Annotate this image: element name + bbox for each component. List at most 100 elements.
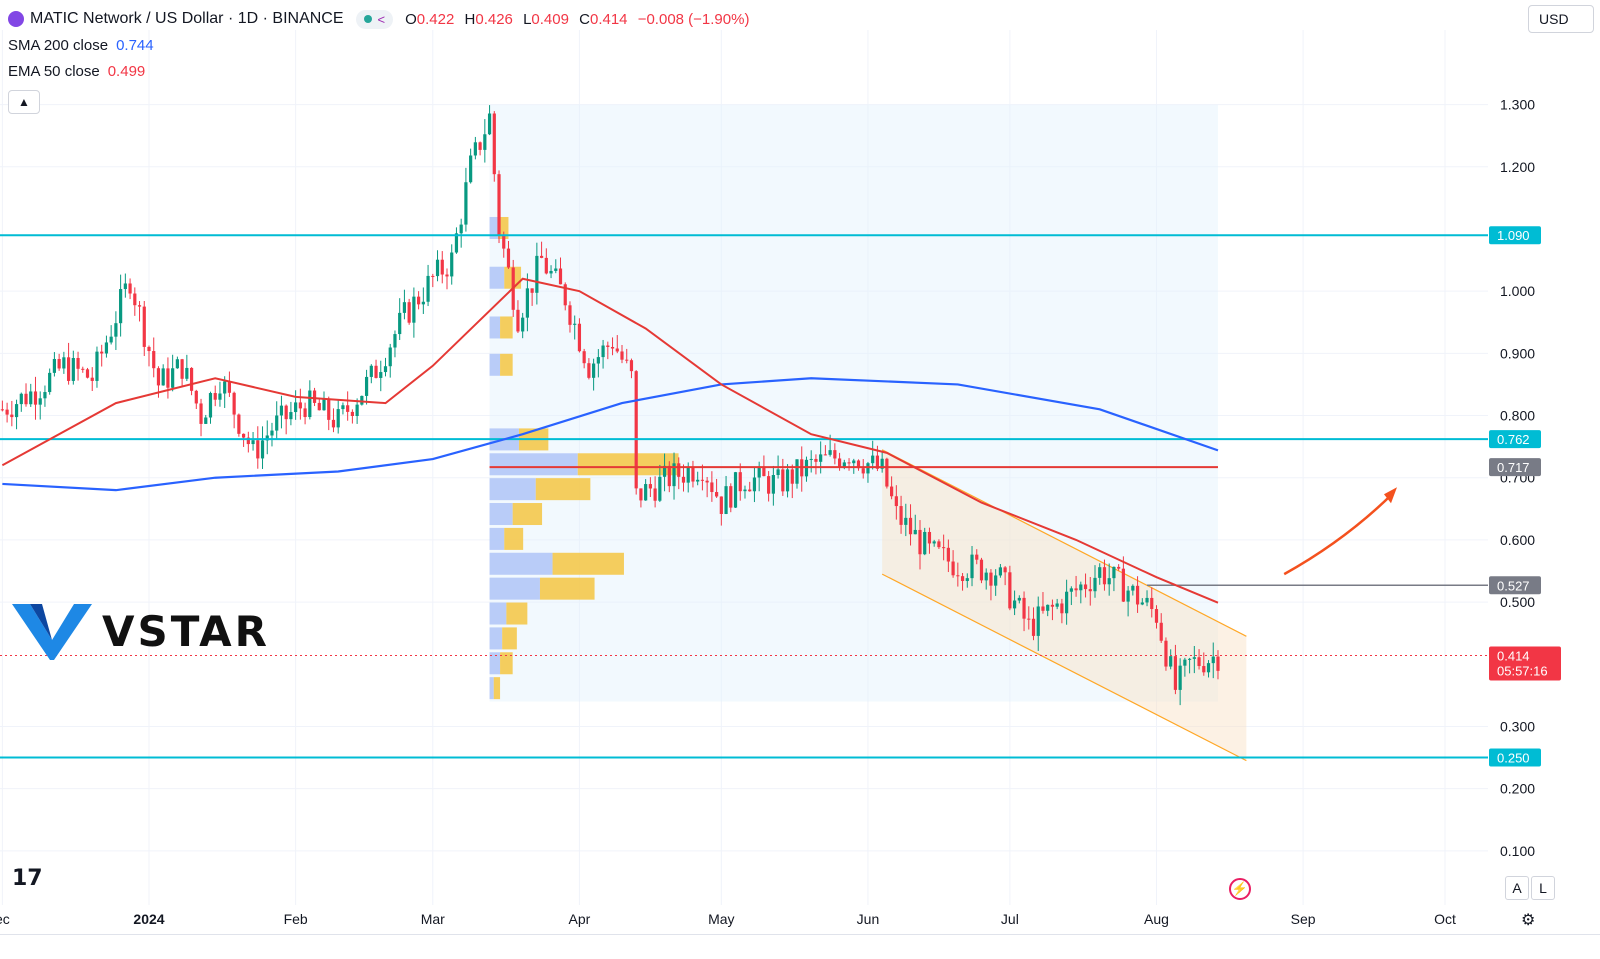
candle-body (350, 411, 354, 417)
candle-body (412, 296, 416, 323)
candle-body (587, 363, 591, 378)
level-label: 0.250 (1497, 751, 1530, 766)
candle-body (979, 559, 984, 581)
candle-body (1069, 588, 1073, 592)
candle-body (66, 357, 71, 381)
candle-body (899, 506, 903, 525)
candle-body (10, 414, 14, 418)
log-scale-button[interactable]: L (1531, 876, 1555, 900)
candle-body (890, 486, 894, 497)
symbol-row: MATIC Network / US Dollar · 1D · BINANCE… (8, 6, 749, 32)
candle-body (19, 393, 23, 405)
market-open-dot-icon (363, 15, 372, 23)
candle-body (199, 403, 203, 424)
candle-body (781, 469, 785, 492)
candle-body (809, 458, 813, 460)
candle-body (1126, 590, 1130, 602)
candle-body (62, 357, 66, 369)
candle-body (100, 351, 104, 354)
candle-body (71, 357, 75, 381)
market-status-pill[interactable]: < (355, 9, 394, 29)
currency-button[interactable]: USD (1528, 5, 1594, 33)
price-axis-label: 0.200 (1500, 781, 1535, 797)
candle-body (852, 460, 856, 464)
ema50-line (1, 277, 1219, 604)
candle-body (473, 142, 477, 156)
candle-body (620, 351, 624, 360)
collapse-legend-button[interactable]: ▲ (8, 90, 40, 114)
candle-body (388, 347, 392, 367)
candle-body (634, 371, 638, 489)
candle-body (601, 345, 605, 358)
candle-body (1088, 589, 1092, 592)
price-axis-label: 1.300 (1500, 97, 1535, 113)
candle-body (440, 259, 444, 275)
level-label: 0.762 (1497, 432, 1530, 447)
candle-body (393, 334, 397, 348)
candle-body (76, 357, 80, 369)
time-axis-label: May (708, 911, 734, 927)
candle-body (260, 440, 265, 459)
ema-legend[interactable]: EMA 50 close 0.499 (8, 62, 146, 80)
candle-body (431, 275, 435, 277)
candle-body (341, 405, 345, 410)
candle-body (767, 476, 771, 494)
candle-body (1050, 604, 1055, 607)
candle-body (294, 402, 298, 413)
candle-body (459, 224, 463, 234)
candle-body (1036, 606, 1040, 636)
candle-body (119, 289, 123, 324)
candle-body (279, 405, 284, 416)
vstar-logo-icon (12, 604, 92, 660)
candle-body (38, 398, 42, 405)
candle-body (932, 541, 936, 544)
candle-body (374, 365, 378, 378)
candle-body (1154, 609, 1159, 623)
poc-badge (1489, 458, 1541, 477)
candle-body (355, 404, 359, 417)
candle-body (450, 252, 454, 277)
channel-upper-line (881, 449, 1247, 637)
time-axis-bg (0, 905, 1600, 935)
candle-body (913, 529, 917, 535)
price-axis-label: 0.900 (1500, 345, 1535, 361)
tradingview-logo-icon[interactable]: 17 (12, 866, 43, 891)
vstar-watermark: VSTAR (12, 600, 270, 662)
candle-body (1055, 603, 1059, 607)
volume-profile-up-bar (489, 266, 505, 289)
time-axis-label: Jun (857, 911, 880, 927)
candle-body (364, 376, 369, 396)
candle-body (625, 359, 629, 361)
candle-body (1188, 658, 1192, 660)
symbol-title[interactable]: MATIC Network / US Dollar · 1D · BINANCE (30, 10, 344, 27)
candle-body (927, 531, 932, 544)
candle-body (885, 458, 889, 487)
candle-body (842, 462, 846, 467)
candle-body (506, 248, 511, 268)
candle-body (227, 381, 232, 393)
candle-body (502, 234, 506, 249)
candle-body (1211, 656, 1215, 664)
time-axis-label: Aug (1144, 911, 1169, 927)
candle-body (729, 486, 733, 508)
volume-profile-down-bar (577, 453, 679, 476)
candle-body (956, 575, 960, 577)
auto-scale-button[interactable]: A (1505, 876, 1529, 900)
candle-body (563, 284, 567, 306)
volume-profile-down-bar (539, 577, 595, 600)
candle-body (1074, 588, 1078, 591)
sma-legend[interactable]: SMA 200 close 0.744 (8, 36, 154, 54)
volume-profile-up-bar (489, 527, 505, 550)
candle-body (175, 359, 179, 369)
candle-body (596, 357, 600, 364)
candle-body (757, 466, 761, 478)
candle-body (43, 392, 47, 399)
candle-body (232, 392, 236, 415)
candle-body (733, 472, 738, 508)
volume-profile-up-bar (489, 316, 501, 339)
candle-body (147, 346, 151, 352)
lightning-icon[interactable]: ⚡ (1229, 878, 1251, 900)
volume-profile-down-bar (502, 627, 517, 650)
candle-body (677, 463, 681, 477)
